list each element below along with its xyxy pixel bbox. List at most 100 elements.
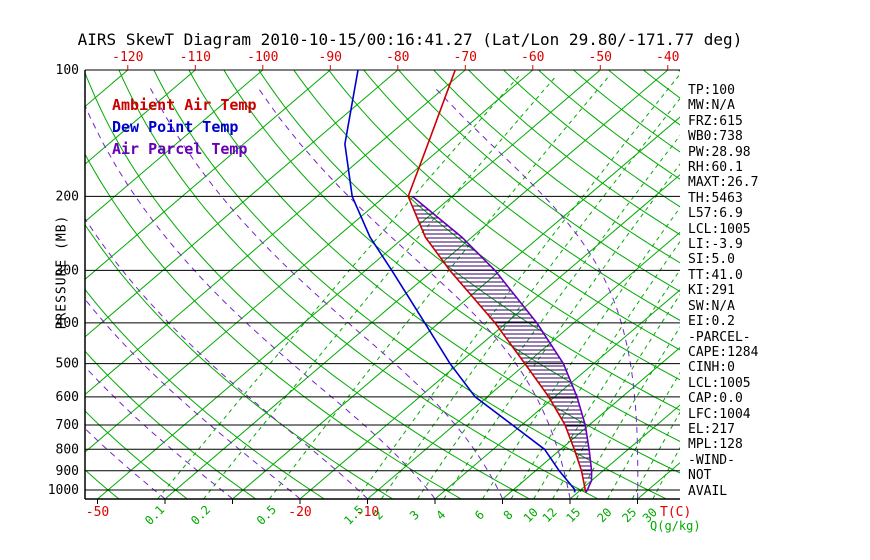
- mixing-ratio-label: 20: [595, 505, 615, 525]
- stats-line: KI:291: [688, 283, 735, 299]
- isotherm-line: [0, 70, 60, 499]
- mixing-ratio-line: [482, 206, 680, 499]
- mixing-ratio-label: 15: [563, 505, 583, 525]
- isotherm-line: [85, 70, 534, 453]
- pressure-tick-label: 500: [56, 357, 79, 372]
- dry-adiabat-line: [363, 70, 680, 321]
- data-layer: [344, 70, 593, 493]
- mixing-ratio-line: [510, 240, 680, 499]
- stats-line: CAPE:1284: [688, 344, 759, 360]
- stats-line: TT:41.0: [688, 267, 743, 283]
- mixing-ratio-label: 0.5: [254, 503, 279, 528]
- moist-adiabat-line: [85, 103, 436, 499]
- stats-line: WB0:738: [688, 129, 743, 145]
- isotherm-line: [85, 70, 196, 165]
- dry-adiabat-line: [467, 70, 680, 236]
- top-temp-label: -120: [112, 50, 143, 65]
- moist-adiabat-line: [149, 87, 504, 499]
- isotherm-line: [164, 70, 669, 499]
- dry-adiabat-line: [85, 288, 325, 499]
- stats-line: TP:100: [688, 83, 735, 98]
- top-temp-label: -100: [247, 50, 278, 65]
- dry-adiabat-line: [433, 70, 680, 264]
- stats-panel: TP:100 MW:N/A FRZ:615 WB0:738 PW:28.98 RH:60.…: [688, 83, 758, 499]
- stats-line: CAP:0.0: [688, 391, 743, 407]
- mixing-ratio-label: 12: [540, 505, 560, 525]
- chart-legend: Ambient Air Temp Dew Point Temp Air Parc…: [112, 94, 257, 160]
- stats-line: MW:N/A: [688, 98, 735, 114]
- moist-adiabat-line: [85, 298, 301, 499]
- mixing-ratio-line: [631, 411, 680, 499]
- pressure-tick-label: 400: [56, 316, 79, 331]
- stats-line: NOT: [688, 468, 712, 484]
- top-temp-label: -60: [521, 50, 544, 65]
- moist-adiabat-line: [434, 87, 639, 499]
- mixing-ratio-label: 0.1: [142, 503, 167, 528]
- stats-line: L57:6.9: [688, 206, 743, 222]
- pressure-tick-label: 600: [56, 390, 79, 405]
- mixing-ratio-label: 10: [521, 505, 541, 525]
- mixing-ratio-line: [652, 446, 680, 499]
- stats-line: LI:-3.9: [688, 237, 743, 253]
- isotherm-line: [85, 70, 466, 396]
- top-temp-label: -40: [656, 50, 679, 65]
- mixing-ratio-label: 4: [433, 508, 448, 523]
- mixing-ratio-label: 25: [619, 505, 639, 525]
- stats-line: LFC:1004: [688, 406, 751, 422]
- stats-line: FRZ:615: [688, 113, 743, 129]
- pressure-tick-label: 800: [56, 442, 79, 457]
- legend-air-parcel: Air Parcel Temp: [112, 140, 248, 158]
- isotherm-line: [97, 70, 601, 499]
- dry-adiabat-line: [85, 410, 188, 499]
- mixing-ratio-axis-label: Q(g/kg): [650, 519, 701, 533]
- dry-adiabat-line: [537, 70, 680, 180]
- isotherm-line: [434, 289, 680, 499]
- legend-dew-point: Dew Point Temp: [112, 118, 239, 136]
- dry-adiabat-line: [85, 71, 530, 499]
- stats-line: EI:0.2: [688, 314, 735, 330]
- isotherm-line: [85, 70, 264, 223]
- mixing-ratio-line: [552, 293, 680, 499]
- stats-line: EL:217: [688, 421, 735, 437]
- cape-hatch-area: [412, 205, 592, 482]
- temp-axis-unit-label: T(C): [660, 505, 691, 520]
- moist-adiabat-line: [85, 427, 166, 499]
- dry-adiabat-line: [0, 69, 50, 499]
- stats-line: TH:5463: [688, 190, 743, 206]
- stats-line: SW:N/A: [688, 298, 735, 314]
- dry-adiabat-line: [223, 70, 680, 442]
- dew-point-curve: [344, 70, 576, 493]
- chart-title: AIRS SkewT Diagram 2010-10-15/00:16:41.2…: [77, 30, 743, 49]
- dry-adiabat-line: [502, 70, 680, 208]
- top-temp-label: -70: [454, 50, 477, 65]
- isotherm-line: [299, 174, 680, 499]
- mixing-ratio-line: [443, 163, 680, 499]
- mixing-ratio-line: [416, 134, 680, 499]
- legend-ambient-temp: Ambient Air Temp: [112, 96, 257, 114]
- dry-adiabat-line: [398, 70, 680, 293]
- stats-line: MPL:128: [688, 437, 743, 453]
- top-temp-label: -80: [386, 50, 409, 65]
- stats-line: AVAIL: [688, 483, 728, 499]
- dry-adiabat-line: [293, 70, 680, 381]
- stats-line: CINH:0: [688, 360, 735, 376]
- dry-adiabat-line: [85, 153, 462, 499]
- isotherm-line: [85, 70, 331, 280]
- moist-adiabat-line: [85, 217, 368, 499]
- dry-adiabat-line: [328, 70, 680, 351]
- dry-adiabat-line: [188, 70, 680, 474]
- bottom-temp-label: -50: [86, 505, 109, 520]
- stats-line: PW:28.98: [688, 144, 751, 160]
- stats-line: SI:5.0: [688, 252, 735, 268]
- isotherm-line: [85, 70, 399, 338]
- pressure-tick-label: 1000: [48, 483, 79, 498]
- pressure-tick-label: 900: [56, 464, 79, 479]
- stats-line: LCL:1005: [688, 221, 751, 237]
- dry-adiabat-line: [153, 70, 667, 499]
- mixing-ratio-label: 6: [472, 508, 487, 523]
- mixing-ratio-label: 0.2: [188, 503, 213, 528]
- dry-adiabat-line: [85, 223, 393, 499]
- mixing-ratio-line: [157, 74, 520, 499]
